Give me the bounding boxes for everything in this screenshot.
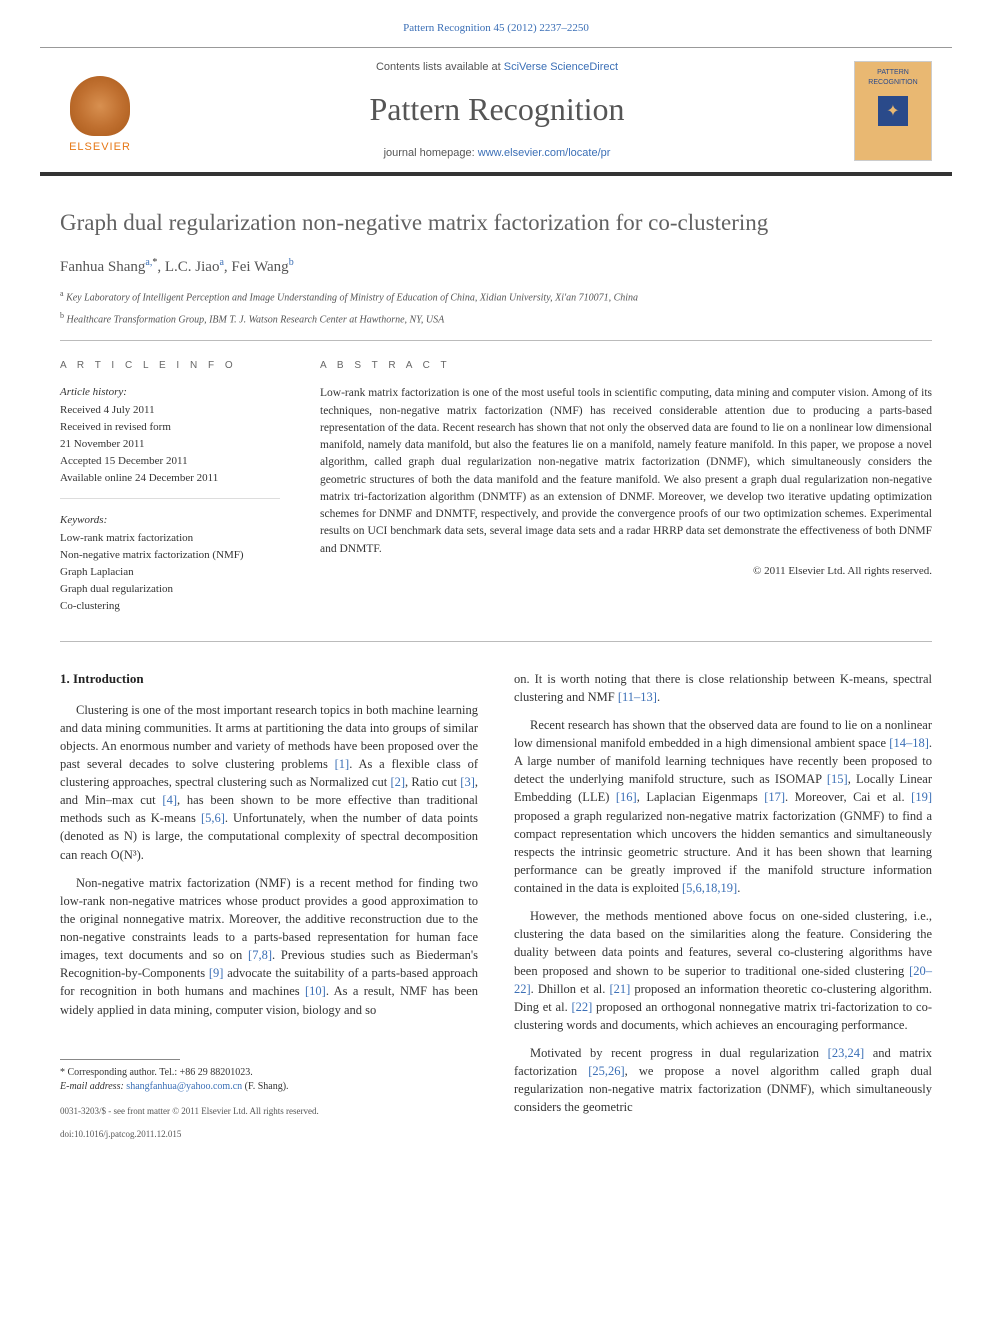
para-l-0: Clustering is one of the most important … — [60, 701, 478, 864]
corr-label: * Corresponding author. Tel.: +86 29 882… — [60, 1067, 253, 1078]
abstract-copyright: © 2011 Elsevier Ltd. All rights reserved… — [320, 564, 932, 580]
author-3-affil: b — [289, 257, 294, 268]
history-line-0: Received 4 July 2011 — [60, 403, 280, 419]
article-title: Graph dual regularization non-negative m… — [60, 206, 932, 239]
contents-prefix: Contents lists available at — [376, 61, 504, 73]
keyword-1: Non-negative matrix factorization (NMF) — [60, 548, 280, 564]
journal-name: Pattern Recognition — [160, 86, 834, 132]
body-two-column: 1. Introduction Clustering is one of the… — [60, 670, 932, 1141]
body-column-left: 1. Introduction Clustering is one of the… — [60, 670, 478, 1141]
homepage-link[interactable]: www.elsevier.com/locate/pr — [478, 147, 611, 159]
email-suffix: (F. Shang). — [242, 1081, 288, 1092]
homepage-line: journal homepage: www.elsevier.com/locat… — [160, 146, 834, 162]
abstract-heading: A B S T R A C T — [320, 359, 932, 374]
journal-cover-thumbnail[interactable]: PATTERN RECOGNITION ✦ — [854, 61, 932, 161]
header-citation[interactable]: Pattern Recognition 45 (2012) 2237–2250 — [403, 22, 589, 34]
cover-logo-icon: ✦ — [878, 96, 908, 126]
article-info-column: A R T I C L E I N F O Article history: R… — [60, 359, 280, 629]
keyword-2: Graph Laplacian — [60, 565, 280, 581]
article-info-heading: A R T I C L E I N F O — [60, 359, 280, 374]
email-link[interactable]: shangfanhua@yahoo.com.cn — [126, 1081, 242, 1092]
history-line-2: 21 November 2011 — [60, 437, 280, 453]
authors-line: Fanhua Shanga,*, L.C. Jiaoa, Fei Wangb — [60, 256, 932, 279]
section-1-heading: 1. Introduction — [60, 670, 478, 689]
cover-title-bottom: RECOGNITION — [855, 78, 931, 88]
email-footnote: E-mail address: shangfanhua@yahoo.com.cn… — [60, 1080, 478, 1095]
affil-text-b: Healthcare Transformation Group, IBM T. … — [64, 314, 444, 325]
para-l-1: Non-negative matrix factorization (NMF) … — [60, 874, 478, 1019]
keyword-3: Graph dual regularization — [60, 582, 280, 598]
publisher-logo[interactable]: ELSEVIER — [60, 66, 140, 156]
front-matter-line: 0031-3203/$ - see front matter © 2011 El… — [60, 1105, 478, 1118]
para-r-0: on. It is worth noting that there is clo… — [514, 670, 932, 706]
homepage-prefix: journal homepage: — [384, 147, 478, 159]
affil-text-a: Key Laboratory of Intelligent Perception… — [64, 293, 639, 304]
para-r-2: However, the methods mentioned above foc… — [514, 907, 932, 1034]
author-3[interactable]: , Fei Wang — [224, 259, 289, 275]
keyword-0: Low-rank matrix factorization — [60, 531, 280, 547]
page-header: Pattern Recognition 45 (2012) 2237–2250 — [0, 0, 992, 47]
section-title: Introduction — [73, 671, 144, 686]
footnote-rule — [60, 1059, 180, 1060]
history-label: Article history: — [60, 385, 280, 401]
author-2[interactable]: , L.C. Jiao — [157, 259, 219, 275]
article-content: Graph dual regularization non-negative m… — [0, 176, 992, 1181]
cover-title-top: PATTERN — [855, 68, 931, 78]
history-line-1: Received in revised form — [60, 420, 280, 436]
corresponding-author-footnote: * Corresponding author. Tel.: +86 29 882… — [60, 1066, 478, 1081]
body-column-right: on. It is worth noting that there is clo… — [514, 670, 932, 1141]
affiliation-b: b Healthcare Transformation Group, IBM T… — [60, 310, 932, 328]
history-line-4: Available online 24 December 2011 — [60, 471, 280, 487]
abstract-column: A B S T R A C T Low-rank matrix factoriz… — [320, 359, 932, 629]
email-label: E-mail address: — [60, 1081, 126, 1092]
para-r-3: Motivated by recent progress in dual reg… — [514, 1044, 932, 1117]
author-1[interactable]: Fanhua Shang — [60, 259, 145, 275]
article-history-block: Article history: Received 4 July 2011 Re… — [60, 385, 280, 499]
affiliation-a: a Key Laboratory of Intelligent Percepti… — [60, 288, 932, 306]
sciencedirect-link[interactable]: SciVerse ScienceDirect — [504, 61, 618, 73]
elsevier-tree-icon — [70, 76, 130, 136]
abstract-text: Low-rank matrix factorization is one of … — [320, 385, 932, 558]
keyword-4: Co-clustering — [60, 599, 280, 615]
masthead: ELSEVIER Contents lists available at Sci… — [40, 47, 952, 176]
masthead-center: Contents lists available at SciVerse Sci… — [160, 60, 834, 162]
divider-bottom — [60, 641, 932, 642]
history-line-3: Accepted 15 December 2011 — [60, 454, 280, 470]
divider-top — [60, 340, 932, 341]
section-number: 1. — [60, 671, 70, 686]
doi-line: doi:10.1016/j.patcog.2011.12.015 — [60, 1128, 478, 1141]
contents-lists-line: Contents lists available at SciVerse Sci… — [160, 60, 834, 76]
para-r-1: Recent research has shown that the obser… — [514, 716, 932, 897]
keywords-block: Keywords: Low-rank matrix factorization … — [60, 513, 280, 615]
keywords-label: Keywords: — [60, 513, 280, 529]
publisher-label: ELSEVIER — [69, 140, 131, 156]
info-abstract-row: A R T I C L E I N F O Article history: R… — [60, 359, 932, 629]
